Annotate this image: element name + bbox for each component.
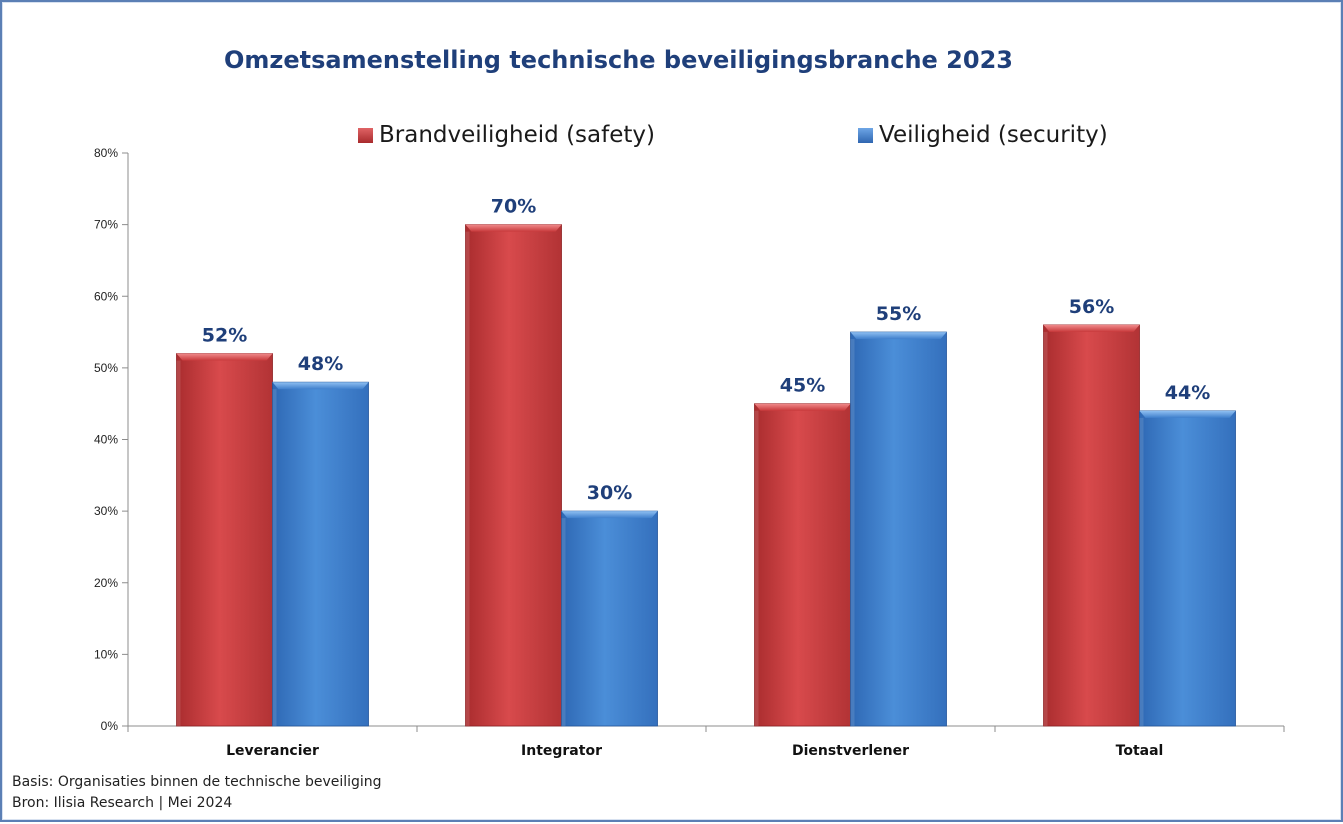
bar-cap <box>1043 324 1140 332</box>
y-tick-label: 10% <box>94 647 118 661</box>
chart-title: Omzetsamenstelling technische beveiligin… <box>224 46 1013 74</box>
y-tick-label: 0% <box>101 719 119 733</box>
bar-side-highlight <box>561 518 566 726</box>
y-tick-label: 70% <box>94 218 118 232</box>
bar-security <box>561 510 658 727</box>
bar-security <box>850 331 947 727</box>
y-tick-label: 20% <box>94 576 118 590</box>
bar-safety <box>176 353 273 727</box>
legend-item-security: Veiligheid (security) <box>858 121 1108 149</box>
legend-item-safety: Brandveiligheid (safety) <box>358 121 655 149</box>
y-tick-label: 50% <box>94 361 118 375</box>
x-tick-label: Totaal <box>1116 743 1164 759</box>
data-label-safety: 56% <box>1069 296 1114 318</box>
data-label-safety: 52% <box>202 325 247 347</box>
x-tick-label: Leverancier <box>226 743 319 759</box>
legend-label-safety: Brandveiligheid (safety) <box>379 122 655 148</box>
bar-side-highlight <box>272 389 277 726</box>
bar-side-highlight <box>850 339 855 726</box>
data-label-security: 55% <box>876 303 921 325</box>
y-tick-label: 80% <box>94 146 118 160</box>
y-tick-label: 30% <box>94 504 118 518</box>
bar-safety <box>465 224 562 727</box>
bar-side-highlight <box>1139 417 1144 726</box>
legend-label-security: Veiligheid (security) <box>879 122 1108 148</box>
data-labels: 52% 48% 70% 30% 45% 55% 56% 44% <box>202 196 1210 505</box>
bar-security <box>272 381 369 727</box>
legend-swatch-security <box>858 127 873 143</box>
data-label-security: 30% <box>587 482 632 504</box>
bar-side-highlight <box>1043 331 1048 726</box>
bar-side-highlight <box>176 360 181 726</box>
bar-side-highlight <box>754 410 759 726</box>
data-label-security: 48% <box>298 353 343 375</box>
bar-cap <box>850 332 947 340</box>
bar-cap <box>1139 410 1236 418</box>
bar-safety <box>1043 324 1140 727</box>
bars <box>176 224 1236 727</box>
data-label-safety: 45% <box>780 375 825 397</box>
y-tick-label: 60% <box>94 289 118 303</box>
data-label-security: 44% <box>1165 382 1210 404</box>
bar-cap <box>176 353 273 361</box>
footnote-basis: Basis: Organisaties binnen de technische… <box>12 774 382 790</box>
bar-cap <box>465 224 562 232</box>
bar-safety <box>754 403 851 727</box>
x-tick-label: Integrator <box>521 743 602 759</box>
bar-cap <box>561 511 658 519</box>
data-label-safety: 70% <box>491 196 536 218</box>
legend-swatch-safety <box>358 127 373 143</box>
bar-security <box>1139 410 1236 727</box>
bar-cap <box>754 403 851 411</box>
footnote-source: Bron: Ilisia Research | Mei 2024 <box>12 795 233 811</box>
bar-side-highlight <box>465 231 470 726</box>
x-tick-label: Dienstverlener <box>792 743 909 759</box>
bar-cap <box>272 382 369 390</box>
y-tick-label: 40% <box>94 433 118 447</box>
